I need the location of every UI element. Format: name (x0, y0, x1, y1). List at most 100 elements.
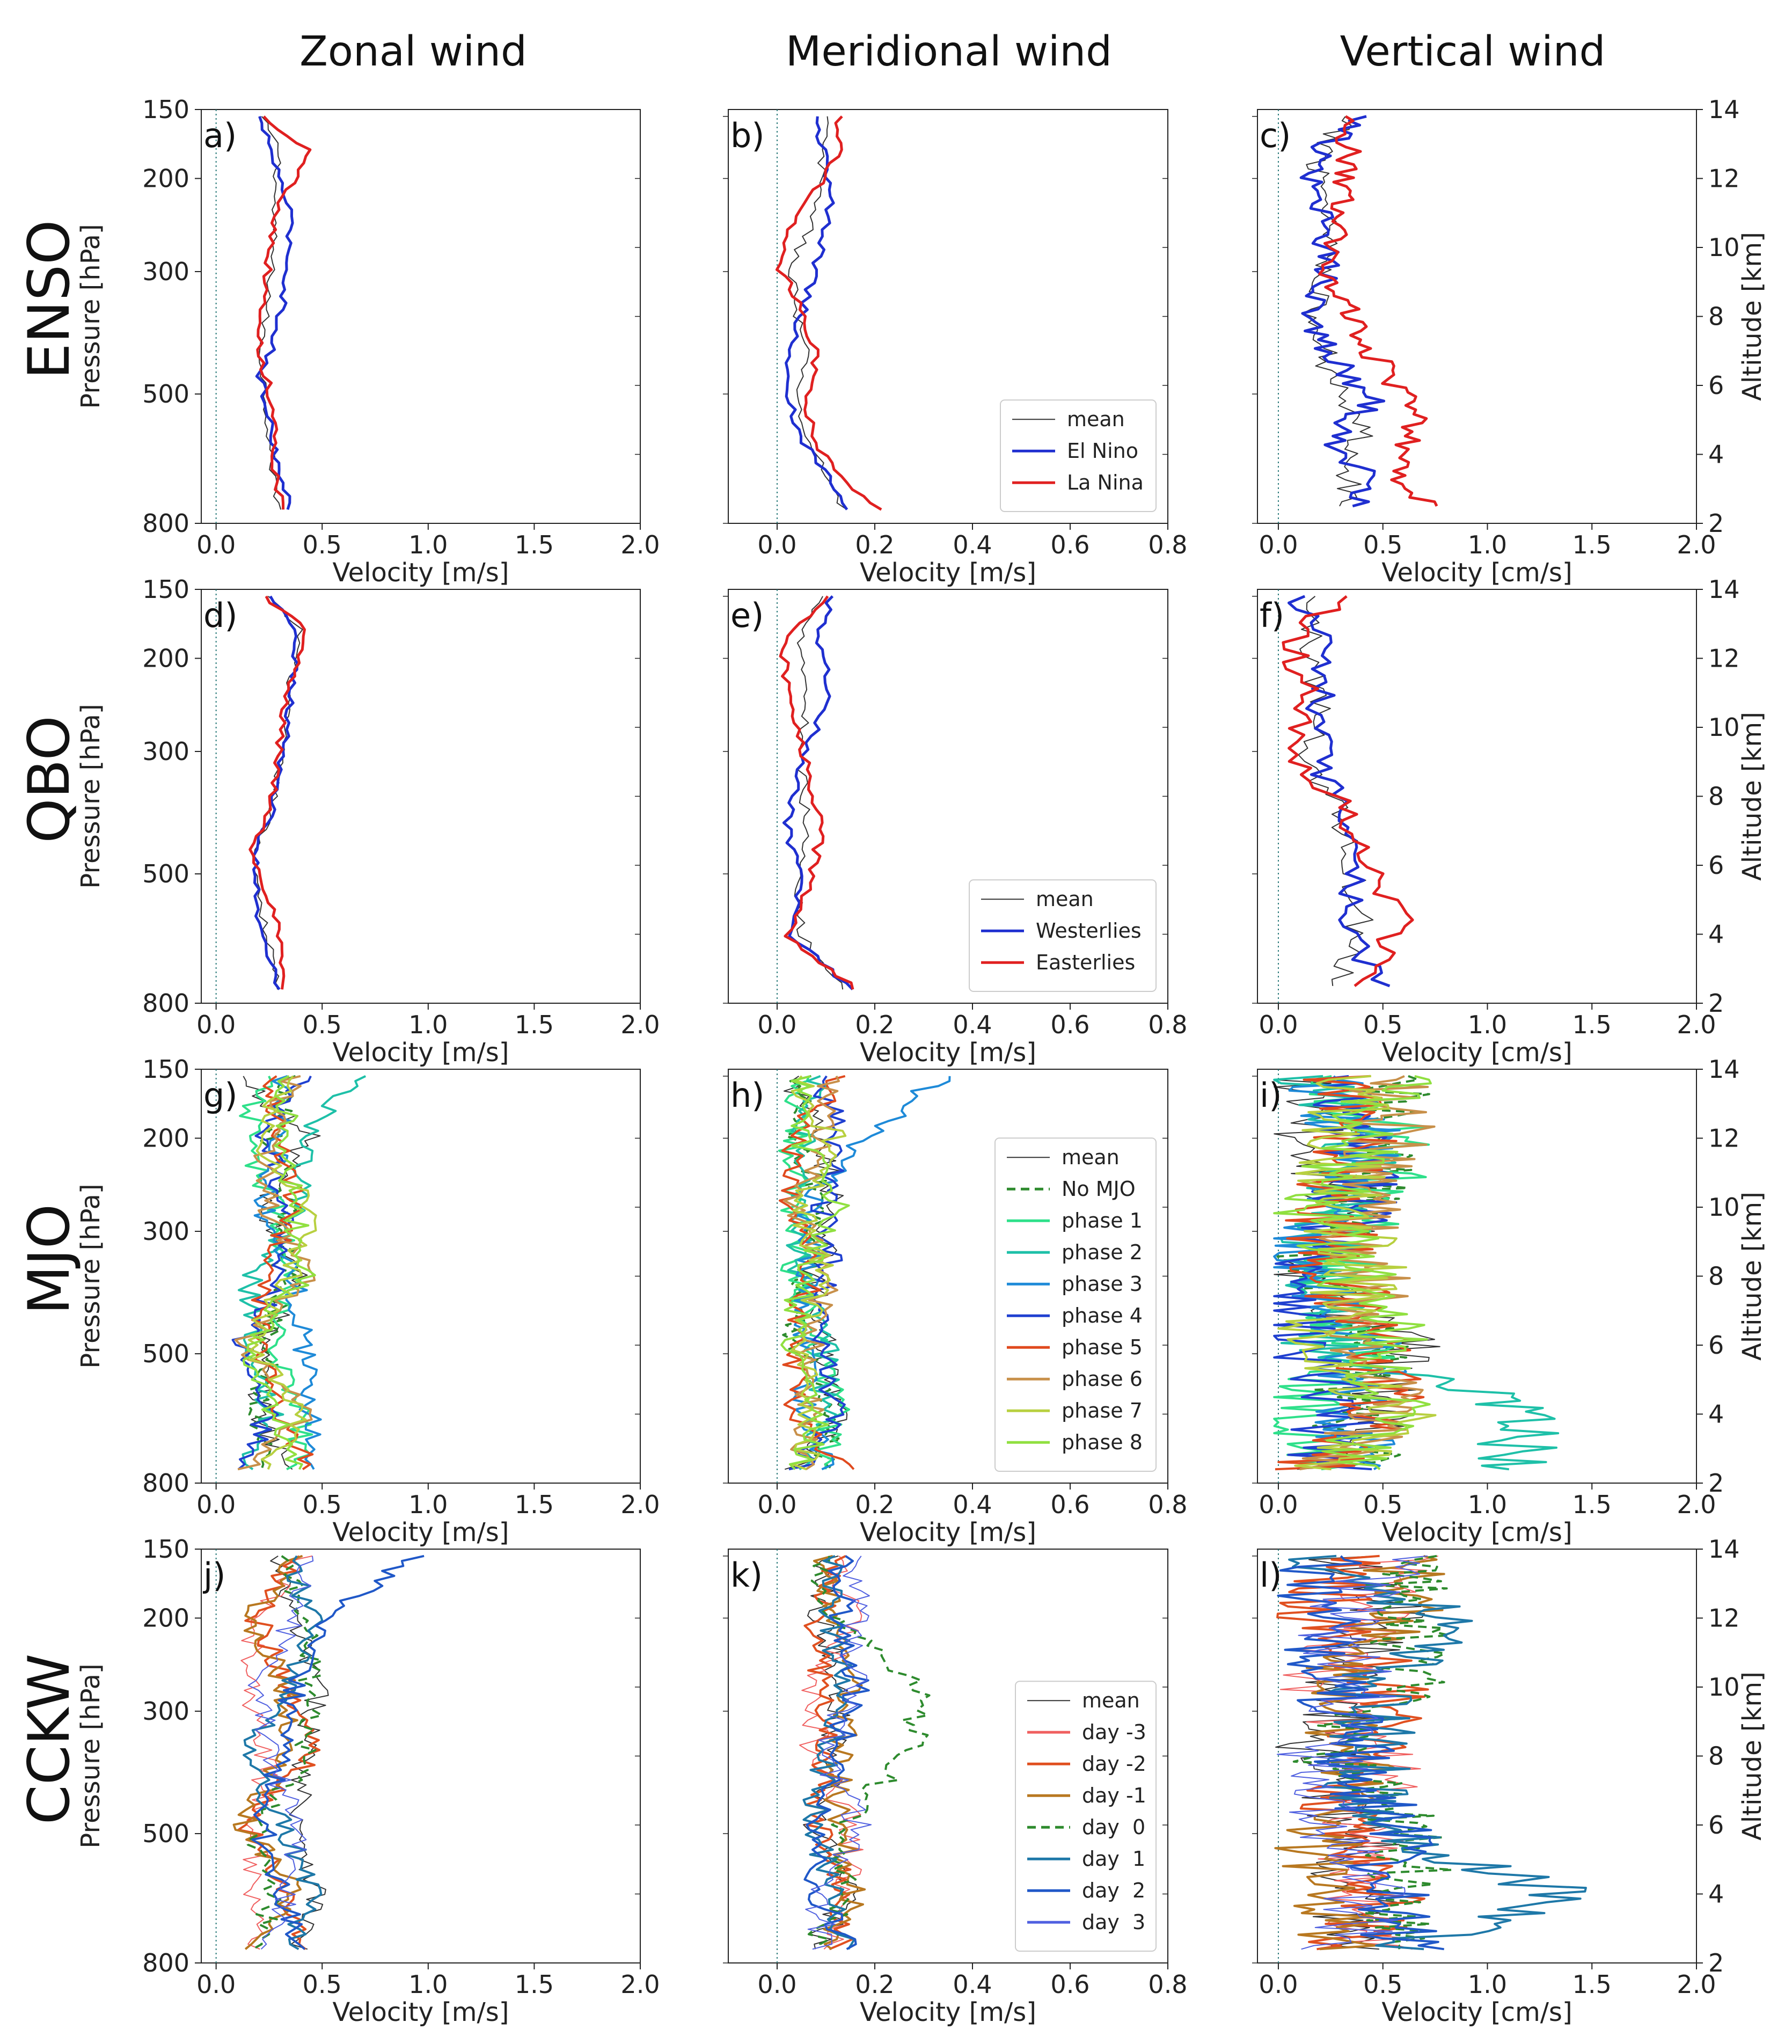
x-tick-label: 1.5 (515, 530, 554, 559)
x-tick-label: 1.0 (1468, 1970, 1507, 1999)
x-axis-label: Velocity [m/s] (333, 1997, 509, 2027)
x-tick-label: 0.5 (303, 1970, 342, 1999)
panel-mjo-1: 0.0 0.2 0.4 0.6 0.8 Velocity [m/s] h) mean No MJ… (723, 1069, 1188, 1547)
legend-label: day 3 (1082, 1910, 1145, 1934)
legend-label: day -1 (1082, 1784, 1146, 1807)
y-tick-label-pressure: 800 (142, 1948, 189, 1977)
y-tick-label-pressure: 150 (142, 95, 189, 124)
panel-label: g) (203, 1076, 238, 1115)
series-line-El-Nino (255, 115, 294, 510)
y-tick-label-altitude: 14 (1708, 1535, 1740, 1564)
legend-label: mean (1067, 407, 1125, 431)
legend-label: No MJO (1062, 1177, 1136, 1201)
y-tick-label-altitude: 4 (1708, 1880, 1724, 1909)
x-tick-label: 0.5 (1363, 1970, 1402, 1999)
x-tick-label: 2.0 (1677, 1010, 1716, 1039)
row-title-cckw: CCKW (16, 1654, 82, 1825)
panel-label: d) (203, 596, 238, 635)
y-tick-label-pressure: 800 (142, 989, 189, 1018)
y-tick-label-pressure: 500 (142, 859, 189, 888)
y-tick-label-altitude: 2 (1708, 989, 1724, 1018)
panel-label: i) (1260, 1076, 1282, 1115)
panel-label: e) (730, 596, 764, 635)
series-line-Westerlies (1288, 595, 1391, 988)
x-tick-label: 1.0 (1468, 530, 1507, 559)
x-tick-label: 0.0 (1259, 1970, 1298, 1999)
series-line-Easterlies (248, 595, 306, 990)
panels-group: 0.0 0.5 1.0 1.5 2.0 Velocity [m/s] 150 200 300 50… (76, 95, 1767, 2027)
panel-label: a) (203, 116, 237, 155)
x-axis-label: Velocity [m/s] (860, 558, 1036, 588)
x-tick-label: 0.5 (303, 1490, 342, 1519)
x-tick-label: 0.2 (855, 1490, 894, 1519)
y-tick-label-altitude: 2 (1708, 509, 1724, 538)
legend-label: phase 8 (1062, 1430, 1143, 1454)
y-axis-label-altitude: Altitude [km] (1737, 232, 1767, 401)
x-tick-label: 0.4 (953, 1010, 992, 1039)
series-line-mean (788, 116, 847, 510)
y-tick-label-altitude: 12 (1708, 1124, 1740, 1153)
y-tick-label-altitude: 12 (1708, 164, 1740, 193)
series-line-phase-6 (1299, 1075, 1436, 1471)
x-tick-label: 0.2 (855, 1010, 894, 1039)
x-tick-label: 1.5 (515, 1490, 554, 1519)
legend-label: mean (1036, 887, 1094, 911)
x-tick-label: 1.0 (408, 1010, 448, 1039)
series-line-day--1 (813, 1554, 866, 1950)
x-axis-label: Velocity [m/s] (860, 1997, 1036, 2027)
x-tick-label: 0.0 (1259, 1010, 1298, 1039)
y-tick-label-altitude: 14 (1708, 95, 1740, 124)
series-line-mean (1298, 596, 1374, 987)
x-tick-label: 0.6 (1050, 1970, 1089, 1999)
legend-label: day 1 (1082, 1847, 1145, 1871)
panel-cckw-1: 0.0 0.2 0.4 0.6 0.8 Velocity [m/s] k) mean day -… (723, 1549, 1188, 2027)
y-tick-label-altitude: 14 (1708, 575, 1740, 604)
legend-label: Easterlies (1036, 951, 1135, 974)
legend-label: day 2 (1082, 1879, 1145, 1902)
x-tick-label: 2.0 (1677, 530, 1716, 559)
y-tick-label-altitude: 8 (1708, 1262, 1724, 1291)
y-tick-label-altitude: 6 (1708, 371, 1724, 400)
row-title-mjo: MJO (16, 1204, 82, 1315)
series-line-phase-8 (242, 1075, 316, 1470)
y-tick-label-pressure: 500 (142, 379, 189, 408)
y-tick-label-altitude: 10 (1708, 233, 1740, 262)
series-line-El-Nino (1299, 115, 1386, 508)
x-tick-label: 0.5 (303, 1010, 342, 1039)
x-tick-label: 2.0 (620, 1010, 660, 1039)
series-line-La-Nina (1318, 115, 1438, 507)
panel-label: l) (1260, 1556, 1282, 1595)
legend-cckw: mean day -3 day -2 day -1 day 0 day 1 day 2 day… (1015, 1681, 1157, 1952)
panel-mjo-2: 0.0 0.5 1.0 1.5 2.0 Velocity [cm/s] 2 4 6 8 10 12 14… (1252, 1055, 1767, 1547)
x-tick-label: 0.0 (1259, 530, 1298, 559)
series-line-phase-2 (786, 1075, 840, 1470)
legend-label: day 0 (1082, 1815, 1145, 1839)
panel-label: h) (730, 1076, 764, 1115)
x-axis-label: Velocity [m/s] (333, 1038, 509, 1068)
y-tick-label-pressure: 200 (142, 1604, 189, 1633)
legend-label: phase 1 (1062, 1209, 1143, 1232)
y-tick-label-altitude: 10 (1708, 713, 1740, 742)
series-line-day--1 (232, 1554, 303, 1950)
y-tick-label-pressure: 150 (142, 1055, 189, 1084)
x-axis-label: Velocity [m/s] (860, 1038, 1036, 1068)
panel-enso-2: 0.0 0.5 1.0 1.5 2.0 Velocity [cm/s] 2 4 6 8 10 12 14… (1252, 95, 1767, 588)
series-line-day-3 (247, 1556, 314, 1950)
series-line-day-2 (803, 1555, 870, 1951)
x-tick-label: 0.2 (855, 1970, 894, 1999)
x-tick-label: 0.8 (1148, 1010, 1187, 1039)
y-tick-label-altitude: 6 (1708, 851, 1724, 880)
x-tick-label: 2.0 (620, 1970, 660, 1999)
series-line-phase-7 (791, 1075, 847, 1471)
x-tick-label: 0.5 (303, 530, 342, 559)
legend-label: mean (1082, 1689, 1140, 1712)
legend-label: Westerlies (1036, 919, 1142, 943)
series-line-day-0 (246, 1555, 324, 1951)
y-tick-label-altitude: 14 (1708, 1055, 1740, 1084)
legend-label: day -3 (1082, 1720, 1146, 1744)
legend-label: phase 2 (1062, 1240, 1143, 1264)
x-tick-label: 2.0 (620, 1490, 660, 1519)
x-tick-label: 0.0 (757, 1490, 796, 1519)
x-tick-label: 0.6 (1050, 1490, 1089, 1519)
